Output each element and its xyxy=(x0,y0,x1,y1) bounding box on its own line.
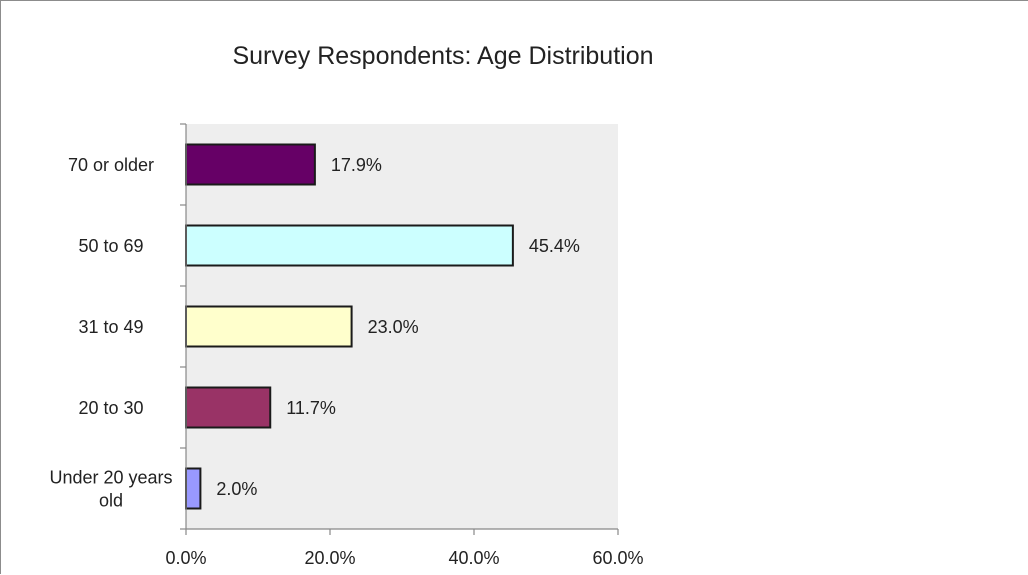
data-label: 11.7% xyxy=(286,398,336,418)
chart-title: Survey Respondents: Age Distribution xyxy=(232,42,653,70)
category-label: 50 to 69 xyxy=(78,236,143,256)
x-tick-label: 40.0% xyxy=(448,548,499,568)
x-tick-label: 20.0% xyxy=(304,548,355,568)
data-label: 2.0% xyxy=(216,479,257,499)
bar xyxy=(185,224,514,267)
category-label: 31 to 49 xyxy=(78,317,143,337)
x-tick-label: 60.0% xyxy=(592,548,643,568)
category-label: 70 or older xyxy=(68,155,154,175)
data-label: 45.4% xyxy=(529,236,580,256)
category-label: 20 to 30 xyxy=(78,398,143,418)
x-tick-label: 0.0% xyxy=(165,548,206,568)
bar xyxy=(185,305,353,348)
category-label: Under 20 years old xyxy=(49,468,172,511)
bar xyxy=(185,467,202,510)
bar xyxy=(185,386,272,429)
data-label: 23.0% xyxy=(368,317,419,337)
data-label: 17.9% xyxy=(331,155,382,175)
bar xyxy=(185,143,316,186)
